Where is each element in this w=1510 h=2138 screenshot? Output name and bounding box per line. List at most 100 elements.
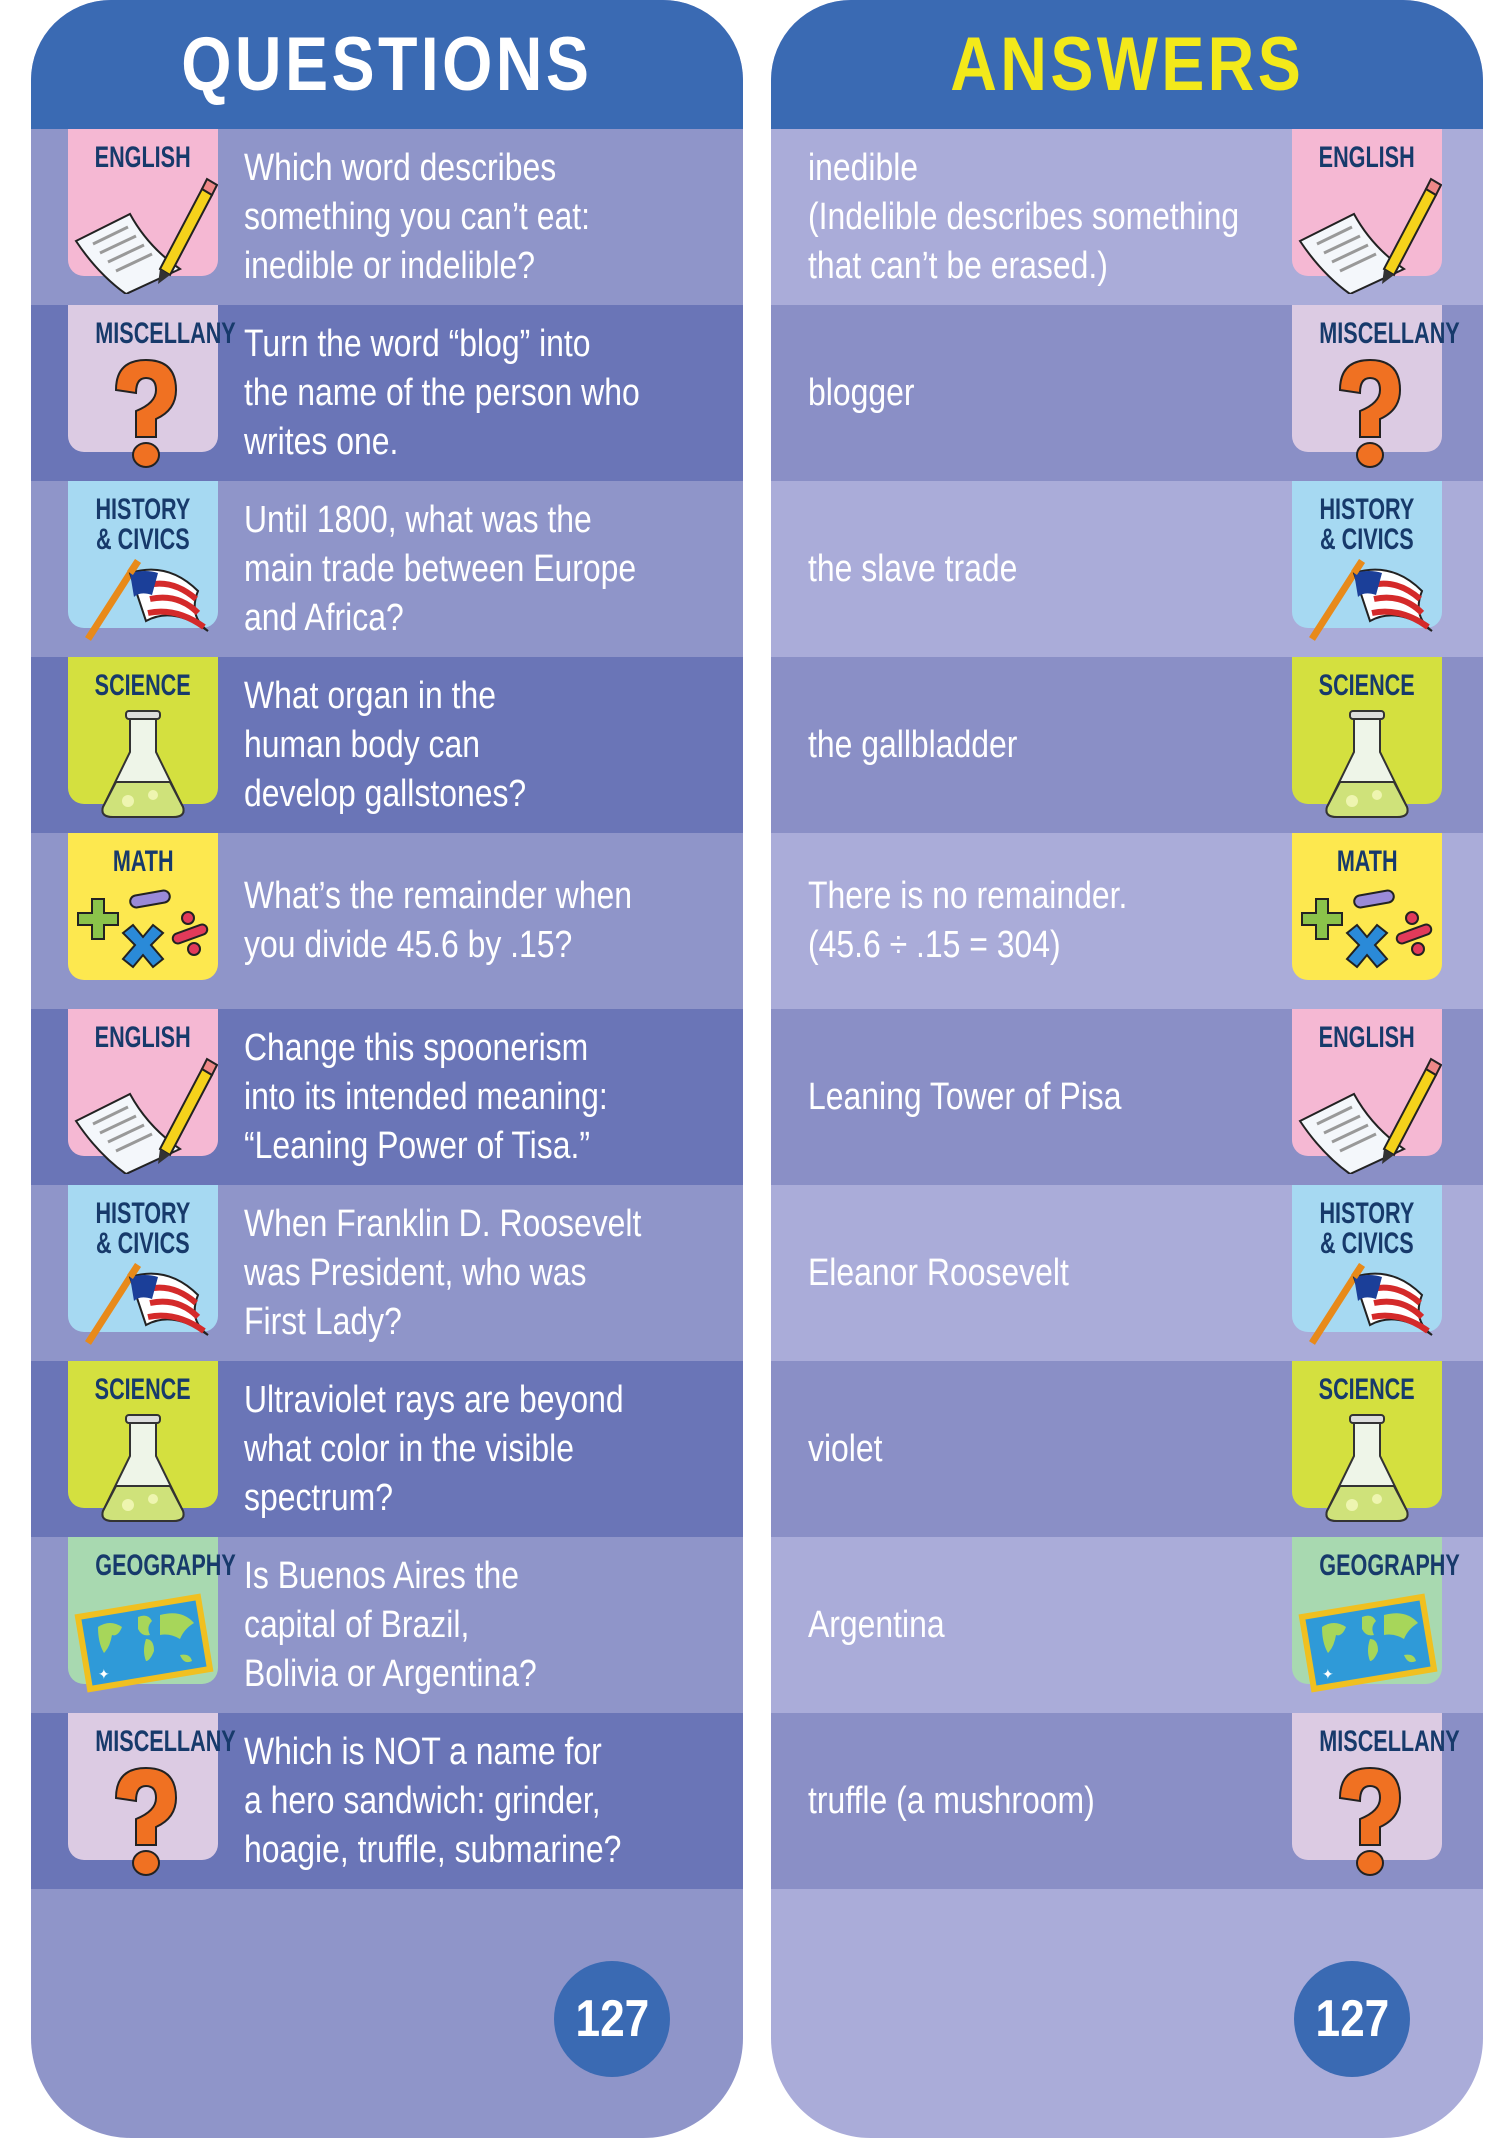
answer-text-content: blogger xyxy=(808,371,915,414)
question-text-content: Which word describes something you can’t… xyxy=(244,146,591,287)
question-mark-icon xyxy=(1292,1753,1442,1878)
answer-row: HISTORY & CIVICS Eleanor Roosevelt xyxy=(771,1185,1483,1361)
category-label-text: ENGLISH xyxy=(1318,141,1416,174)
answer-text: the slave trade xyxy=(808,481,1388,657)
category-badge: MISCELLANY xyxy=(1292,305,1460,468)
category-label-text: SCIENCE xyxy=(94,1373,192,1406)
question-row: GEOGRAPHY ✦ Is Buenos Aires the capital of… xyxy=(31,1537,743,1713)
svg-text:✦: ✦ xyxy=(1322,1666,1334,1682)
category-label: ENGLISH xyxy=(1292,143,1442,173)
question-text-content: Until 1800, what was the main trade betw… xyxy=(244,498,637,639)
question-text-content: When Franklin D. Roosevelt was President… xyxy=(244,1202,642,1343)
paper-pencil-icon xyxy=(1292,1049,1443,1176)
answer-text: There is no remainder. (45.6 ÷ .15 = 304… xyxy=(808,833,1388,1009)
category-label-text: HISTORY & CIVICS xyxy=(95,493,191,556)
question-text: Ultraviolet rays are beyond what color i… xyxy=(244,1361,743,1537)
category-badge: MISCELLANY xyxy=(1292,1713,1460,1876)
flask-icon xyxy=(1292,1401,1442,1526)
category-badge: HISTORY & CIVICS xyxy=(68,481,218,641)
category-label-text: GEOGRAPHY xyxy=(1319,1549,1460,1582)
answer-text: truffle (a mushroom) xyxy=(808,1713,1388,1889)
category-label-text: MATH xyxy=(1336,845,1398,878)
category-label: MISCELLANY xyxy=(1292,319,1459,349)
category-label-text: SCIENCE xyxy=(1318,1373,1416,1406)
category-label-text: ENGLISH xyxy=(1318,1021,1416,1054)
category-badge: SCIENCE xyxy=(1292,1361,1442,1522)
category-badge: MISCELLANY xyxy=(68,305,236,468)
answer-row: ENGLISH Leaning Tower of Pisa xyxy=(771,1009,1483,1185)
category-label-text: MATH xyxy=(112,845,174,878)
page-number-badge: 127 xyxy=(1294,1961,1410,2077)
answer-row: MISCELLANY blogger xyxy=(771,305,1483,481)
answer-text-content: the slave trade xyxy=(808,547,1018,590)
answer-row: SCIENCE violet xyxy=(771,1361,1483,1537)
category-label: SCIENCE xyxy=(1292,671,1442,701)
category-badge: HISTORY & CIVICS xyxy=(1292,1185,1442,1345)
question-text: Change this spoonerism into its intended… xyxy=(244,1009,743,1185)
answers-title: ANSWERS xyxy=(950,22,1304,107)
category-label-text: MISCELLANY xyxy=(95,317,236,350)
answer-text-content: Argentina xyxy=(808,1603,945,1646)
math-symbols-icon xyxy=(68,873,218,998)
category-label: MISCELLANY xyxy=(1292,1727,1459,1757)
question-mark-icon xyxy=(1292,345,1442,470)
question-row: ENGLISH Change this spoonerism into its i… xyxy=(31,1009,743,1185)
question-text-content: Which is NOT a name for a hero sandwich:… xyxy=(244,1730,622,1871)
category-label: MATH xyxy=(68,847,218,877)
question-mark-icon xyxy=(68,345,218,470)
answer-text: blogger xyxy=(808,305,1388,481)
question-text: What organ in the human body can develop… xyxy=(244,657,743,833)
category-label: GEOGRAPHY xyxy=(68,1551,235,1581)
category-label-text: MISCELLANY xyxy=(95,1725,236,1758)
question-text: Until 1800, what was the main trade betw… xyxy=(244,481,743,657)
category-label-text: HISTORY & CIVICS xyxy=(1319,493,1415,556)
category-label: HISTORY & CIVICS xyxy=(68,495,218,555)
question-text-content: Turn the word “blog” into the name of th… xyxy=(244,322,640,463)
paper-pencil-icon xyxy=(1292,169,1443,296)
category-label: SCIENCE xyxy=(68,671,218,701)
category-badge: MATH xyxy=(1292,833,1442,980)
page-number-badge: 127 xyxy=(554,1961,670,2077)
category-badge: SCIENCE xyxy=(68,657,218,818)
question-text: When Franklin D. Roosevelt was President… xyxy=(244,1185,743,1361)
american-flag-icon xyxy=(1292,521,1442,646)
category-label-text: HISTORY & CIVICS xyxy=(1319,1197,1415,1260)
answers-panel: ANSWERS ENGLISH inedible (Indelible descr… xyxy=(771,0,1483,2138)
math-symbols-icon xyxy=(1292,873,1442,998)
category-label: MISCELLANY xyxy=(68,319,235,349)
answer-text: Leaning Tower of Pisa xyxy=(808,1009,1388,1185)
category-badge: GEOGRAPHY ✦ xyxy=(1292,1537,1460,1693)
question-text-content: What organ in the human body can develop… xyxy=(244,674,527,815)
category-label: MISCELLANY xyxy=(68,1727,235,1757)
answer-text-content: truffle (a mushroom) xyxy=(808,1779,1095,1822)
category-label-text: MISCELLANY xyxy=(1319,317,1460,350)
question-text: Is Buenos Aires the capital of Brazil, B… xyxy=(244,1537,743,1713)
american-flag-icon xyxy=(68,1225,218,1350)
answer-row: GEOGRAPHY ✦ Argentina xyxy=(771,1537,1483,1713)
category-label-text: ENGLISH xyxy=(94,141,192,174)
category-badge: SCIENCE xyxy=(68,1361,218,1522)
category-label: HISTORY & CIVICS xyxy=(1292,495,1442,555)
answer-row: MISCELLANY truffle (a mushroom) xyxy=(771,1713,1483,1889)
question-row: HISTORY & CIVICS When Franklin D. Rooseve… xyxy=(31,1185,743,1361)
question-text-content: Is Buenos Aires the capital of Brazil, B… xyxy=(244,1554,537,1695)
question-text: What’s the remainder when you divide 45.… xyxy=(244,833,743,1009)
category-badge: GEOGRAPHY ✦ xyxy=(68,1537,236,1693)
question-row: HISTORY & CIVICS Until 1800, what was the… xyxy=(31,481,743,657)
category-label-text: ENGLISH xyxy=(94,1021,192,1054)
category-label: HISTORY & CIVICS xyxy=(1292,1199,1442,1259)
answer-text-content: Eleanor Roosevelt xyxy=(808,1251,1069,1294)
page-number: 127 xyxy=(1315,1990,1389,2048)
question-text-content: Change this spoonerism into its intended… xyxy=(244,1026,608,1167)
category-label-text: MISCELLANY xyxy=(1319,1725,1460,1758)
answer-text: the gallbladder xyxy=(808,657,1388,833)
category-label: ENGLISH xyxy=(1292,1023,1442,1053)
category-badge: ENGLISH xyxy=(68,1009,219,1176)
question-row: MATH What’s the remainder when you divide… xyxy=(31,833,743,1009)
flask-icon xyxy=(68,1401,218,1526)
question-text: Which is NOT a name for a hero sandwich:… xyxy=(244,1713,743,1889)
category-label: ENGLISH xyxy=(68,143,218,173)
answers-header: ANSWERS xyxy=(771,0,1483,129)
questions-panel: QUESTIONS ENGLISH Which word describes so… xyxy=(31,0,743,2138)
category-label: ENGLISH xyxy=(68,1023,218,1053)
